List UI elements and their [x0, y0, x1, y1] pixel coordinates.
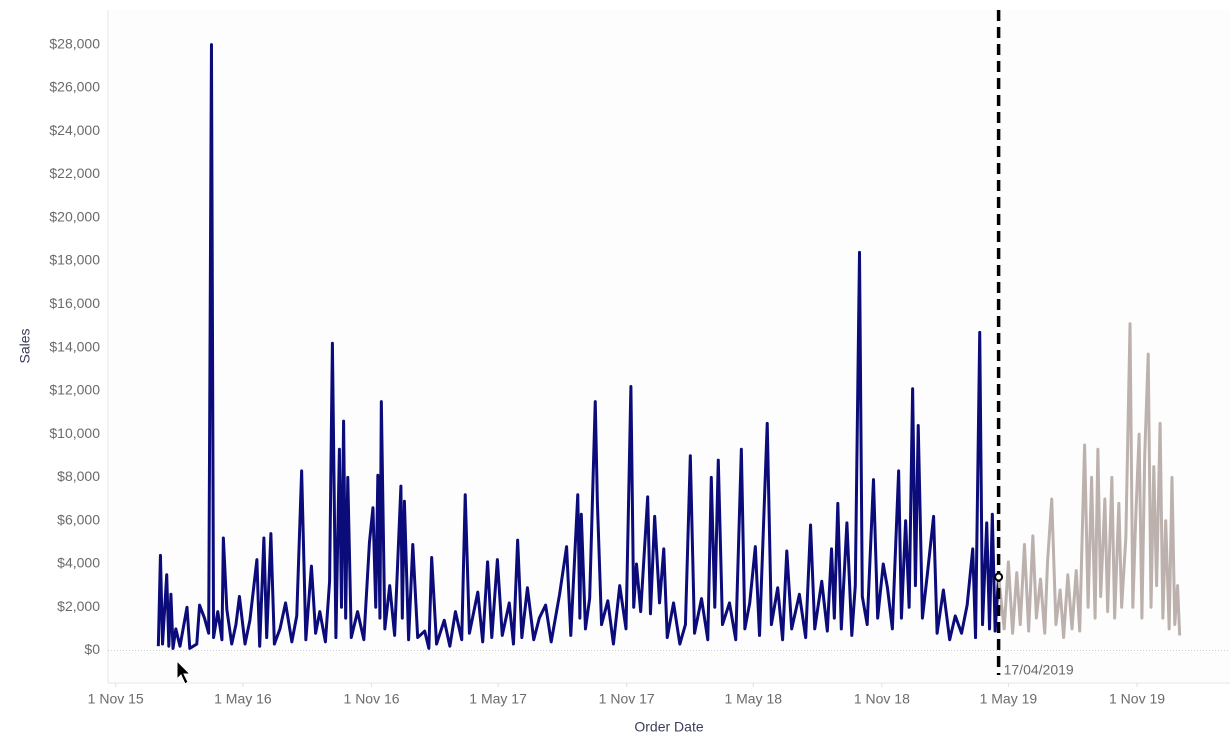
y-tick-label: $14,000 [49, 338, 100, 354]
x-tick-label: 1 May 16 [214, 691, 272, 707]
y-tick-label: $26,000 [49, 79, 100, 95]
series-line [156, 43, 1001, 650]
plot-area [108, 10, 1230, 683]
reference-label: 17/04/2019 [1004, 662, 1074, 678]
y-tick-label: $0 [84, 641, 100, 657]
y-tick-label: $24,000 [49, 122, 100, 138]
hover-marker [994, 572, 1004, 582]
y-tick-label: $6,000 [57, 511, 100, 527]
x-tick-label: 1 Nov 18 [854, 691, 910, 707]
y-tick-label: $28,000 [49, 35, 100, 51]
series-line [997, 322, 1182, 640]
y-tick-label: $12,000 [49, 382, 100, 398]
y-tick-label: $10,000 [49, 425, 100, 441]
x-tick-label: 1 Nov 19 [1109, 691, 1165, 707]
y-tick-label: $22,000 [49, 165, 100, 181]
y-tick-label: $2,000 [57, 598, 100, 614]
y-tick-label: $16,000 [49, 295, 100, 311]
x-tick-label: 1 May 18 [724, 691, 782, 707]
x-tick-label: 1 Nov 16 [344, 691, 400, 707]
y-tick-label: $20,000 [49, 208, 100, 224]
x-axis-title: Order Date [634, 719, 703, 735]
x-tick-label: 1 Nov 15 [88, 691, 144, 707]
x-tick-label: 1 May 19 [980, 691, 1038, 707]
mouse-cursor [176, 659, 192, 685]
x-tick-label: 1 May 17 [469, 691, 527, 707]
y-tick-label: $8,000 [57, 468, 100, 484]
y-axis-title: Sales [17, 328, 33, 363]
y-tick-label: $18,000 [49, 252, 100, 268]
x-tick-label: 1 Nov 17 [599, 691, 655, 707]
y-tick-label: $4,000 [57, 555, 100, 571]
plot-layer: $0 $2,000 $4,000 $6,000 $8,000 $10,000 $12,000… [49, 10, 1230, 707]
